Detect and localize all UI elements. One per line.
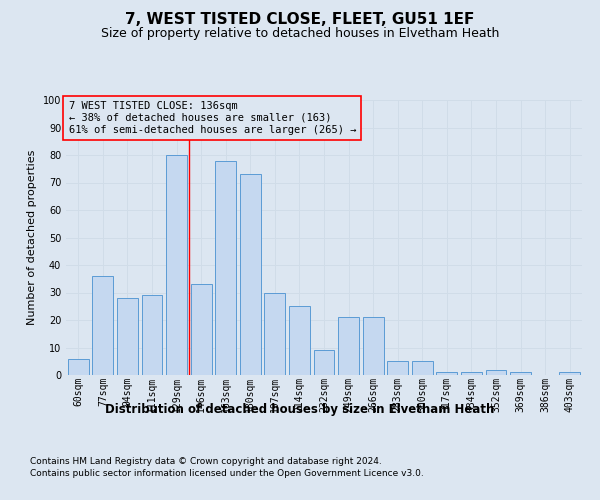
- Y-axis label: Number of detached properties: Number of detached properties: [27, 150, 37, 325]
- Bar: [510, 372, 531, 375]
- Bar: [314, 350, 334, 375]
- Bar: [461, 372, 482, 375]
- Bar: [436, 372, 457, 375]
- Bar: [485, 370, 506, 375]
- Bar: [289, 306, 310, 375]
- Bar: [412, 361, 433, 375]
- Text: Distribution of detached houses by size in Elvetham Heath: Distribution of detached houses by size …: [106, 402, 494, 415]
- Bar: [362, 318, 383, 375]
- Text: Contains public sector information licensed under the Open Government Licence v3: Contains public sector information licen…: [30, 469, 424, 478]
- Bar: [92, 276, 113, 375]
- Bar: [265, 292, 286, 375]
- Bar: [166, 155, 187, 375]
- Bar: [387, 361, 408, 375]
- Bar: [559, 372, 580, 375]
- Text: Contains HM Land Registry data © Crown copyright and database right 2024.: Contains HM Land Registry data © Crown c…: [30, 458, 382, 466]
- Bar: [68, 358, 89, 375]
- Bar: [240, 174, 261, 375]
- Bar: [142, 295, 163, 375]
- Text: 7 WEST TISTED CLOSE: 136sqm
← 38% of detached houses are smaller (163)
61% of se: 7 WEST TISTED CLOSE: 136sqm ← 38% of det…: [68, 102, 356, 134]
- Bar: [338, 318, 359, 375]
- Text: 7, WEST TISTED CLOSE, FLEET, GU51 1EF: 7, WEST TISTED CLOSE, FLEET, GU51 1EF: [125, 12, 475, 28]
- Bar: [191, 284, 212, 375]
- Bar: [215, 160, 236, 375]
- Bar: [117, 298, 138, 375]
- Text: Size of property relative to detached houses in Elvetham Heath: Size of property relative to detached ho…: [101, 28, 499, 40]
